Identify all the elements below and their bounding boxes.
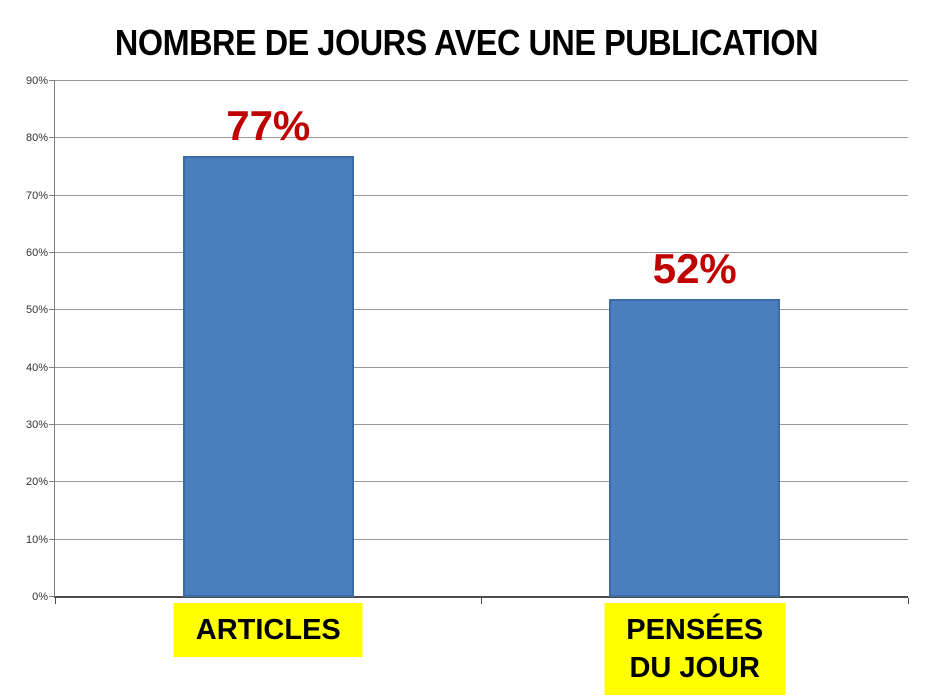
gridline (55, 538, 908, 540)
y-axis-tick (49, 424, 55, 425)
y-axis-tick (49, 309, 55, 311)
gridline (55, 481, 908, 483)
category-label-pens-es-du-jour: PENSÉES DU JOUR (604, 603, 786, 695)
y-axis-tick (49, 366, 55, 368)
y-axis-tick (49, 252, 55, 253)
category-label-line: ARTICLES (195, 614, 341, 646)
x-axis-tick (907, 598, 909, 604)
gridline (55, 252, 908, 253)
category-label-line: DU JOUR (629, 652, 760, 684)
y-axis-tick (49, 194, 55, 196)
gridline (55, 137, 908, 139)
y-axis-tick (49, 596, 55, 597)
y-axis-tick-label: 80% (25, 132, 48, 145)
y-axis-tick (49, 80, 55, 81)
category-label-line: PENSÉES (626, 614, 764, 646)
x-axis-tick (481, 598, 482, 604)
gridline (55, 194, 908, 196)
plot-area: 77% 52% (49, 80, 909, 604)
x-axis-tick (54, 598, 56, 604)
y-axis-line (54, 81, 55, 597)
y-axis-tick (49, 538, 55, 540)
y-axis-tick-label: 50% (25, 304, 48, 317)
y-axis-tick-label: 60% (25, 247, 48, 259)
y-axis-tick (49, 481, 55, 483)
gridline (55, 80, 908, 81)
category-label-articles: ARTICLES (173, 603, 363, 657)
y-axis-tick-label: 20% (25, 476, 48, 489)
y-axis-tick-label: 10% (25, 533, 48, 546)
bar-articles (182, 156, 354, 597)
y-axis-tick-label: 40% (25, 361, 48, 374)
gridline (55, 366, 908, 368)
bar-value-label: 52% (652, 245, 737, 292)
x-axis-line (54, 596, 908, 598)
y-axis-tick-label: 30% (25, 419, 48, 431)
y-axis-tick-label: 0% (32, 591, 48, 603)
gridline (55, 309, 908, 311)
y-axis-tick-label: 90% (25, 75, 48, 87)
y-axis-tick (49, 137, 55, 139)
bar-value-label: 77% (226, 102, 311, 149)
gridline (55, 424, 908, 425)
chart-title: NOMBRE DE JOURS AVEC UNE PUBLICATION (114, 22, 819, 63)
y-axis-tick-label: 70% (25, 189, 48, 202)
bar-pens-es-du-jour (609, 299, 781, 597)
